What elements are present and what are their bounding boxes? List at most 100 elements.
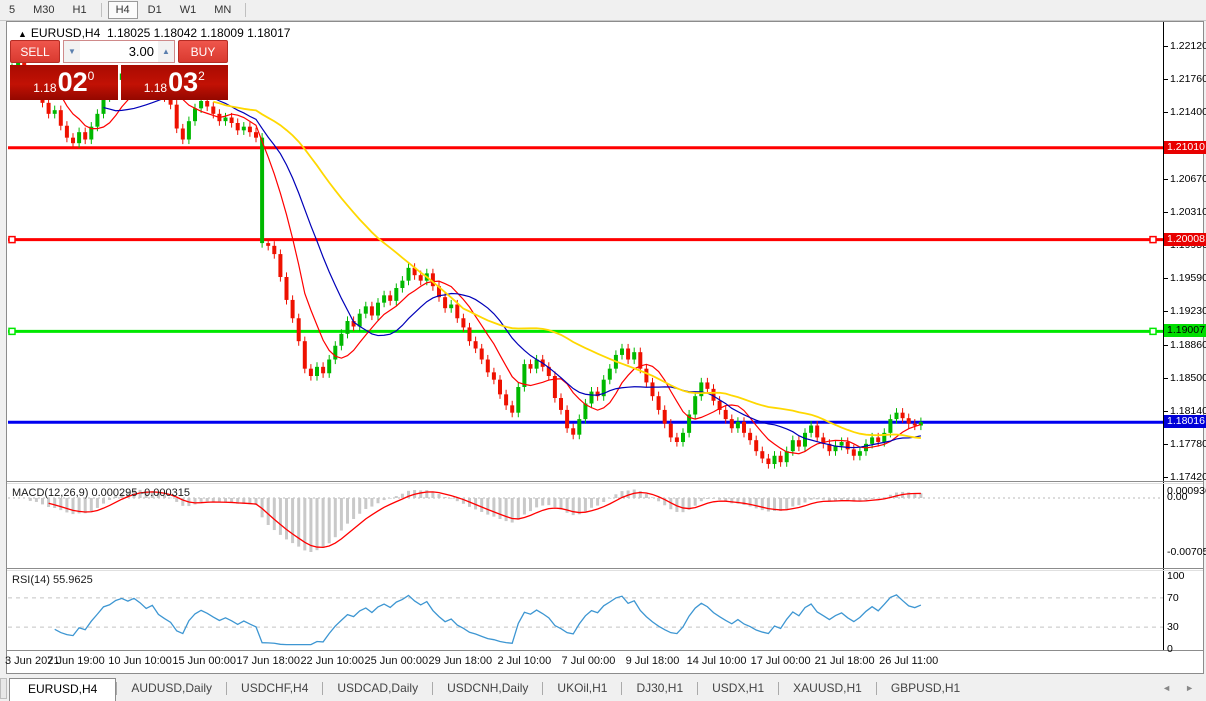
rsi-scale-label: 100 [1167,570,1185,582]
rsi-caption: RSI(14) 55.9625 [12,574,93,586]
buy-button[interactable]: BUY [178,40,228,63]
tab-separator [875,682,877,695]
time-axis-label: 7 Jun 19:00 [47,655,105,667]
chart-title: ▲ EURUSD,H4 1.18025 1.18042 1.18009 1.180… [18,26,290,40]
price-tick-label: 1.19590 [1170,271,1206,284]
time-axis-label: 3 Jun 2021 [5,655,60,667]
buy-price-small: 1.18 [143,81,168,95]
timeframe-button-m30[interactable]: M30 [33,4,55,16]
rsi-value: 55.9625 [52,574,93,586]
sell-button[interactable]: SELL [10,40,60,63]
time-axis-label: 15 Jun 00:00 [172,655,236,667]
timeframe-button-h4[interactable]: H4 [107,1,138,19]
tab-scroll-left-icon[interactable]: ◄ [1162,683,1172,693]
chart-tab-ukoil[interactable]: UKOil,H1 [557,681,608,695]
tab-separator [621,682,623,695]
tabbar-gripper[interactable] [0,678,7,699]
price-level-badge: 1.19007 [1164,324,1206,338]
macd-caption: MACD(12,26,9) 0.000295 -0.000315 [12,487,190,499]
price-tick-label: 1.17420 [1170,470,1206,483]
sell-price-quote[interactable]: 1.18 02 0 [10,65,118,100]
time-axis-label: 21 Jul 18:00 [814,655,875,667]
chart-tab-usdcnh[interactable]: USDCNH,Daily [447,681,529,695]
rsi-scale-label: 70 [1167,592,1179,604]
tab-separator [226,682,228,695]
time-axis-label: 2 Jul 10:00 [497,655,552,667]
chart-tab-xauusd[interactable]: XAUUSD,H1 [793,681,862,695]
price-tick-mark [1163,476,1168,478]
macd-scale-label: -0.00705 [1167,546,1206,558]
price-tick-mark [1163,46,1168,47]
timeframe-button-mn[interactable]: MN [214,4,232,16]
volume-increase-button[interactable]: ▲ [158,41,174,62]
chart-title-triangle-icon: ▲ [18,29,27,39]
buy-price-big: 03 [168,67,199,97]
chart-window [6,21,1204,674]
sell-price-big: 02 [57,67,88,97]
macd-scale-label: 0.00 [1167,491,1188,503]
tab-scroll-right-icon[interactable]: ► [1185,683,1194,693]
timeframe-button-d1[interactable]: D1 [147,4,162,16]
tab-separator [116,682,118,695]
timeframe-toolbar: 5 M30 H1 H4 D1 W1 MN [0,0,1206,21]
timeframe-button-h1[interactable]: H1 [72,4,87,16]
chart-tab-gbpusd[interactable]: GBPUSD,H1 [890,681,961,695]
price-axis-line [1163,22,1164,650]
price-tick-mark [1163,178,1168,180]
volume-decrease-button[interactable]: ▼ [64,41,80,62]
sell-price-small: 1.18 [33,81,57,95]
price-tick-label: 1.19230 [1170,304,1206,317]
timeframe-button-5[interactable]: 5 [9,4,16,16]
one-click-trade-panel: SELL ▼ ▲ BUY 1.18 02 0 1.18 03 2 [10,40,228,100]
time-axis-label: 7 Jul 00:00 [561,655,616,667]
macd-rsi-separator-light [7,570,1203,571]
chart-tab-eurusd[interactable]: EURUSD,H4 [9,678,117,701]
chart-tab-usdchf[interactable]: USDCHF,H4 [241,681,309,695]
price-tick-label: 1.17780 [1170,437,1206,450]
time-axis-label: 9 Jul 18:00 [625,655,680,667]
price-tick-label: 1.21400 [1170,106,1206,118]
time-axis-label: 17 Jul 00:00 [750,655,811,667]
tab-separator [697,682,699,695]
price-tick-mark [1163,112,1168,113]
price-level-badge: 1.21010 [1164,140,1206,154]
price-tick-mark [1163,377,1168,379]
time-axis-label: 25 Jun 00:00 [364,655,429,667]
price-tick-mark [1163,410,1168,412]
tab-separator [542,682,544,695]
time-axis-label: 29 Jun 18:00 [428,655,493,667]
time-axis-label: 14 Jul 10:00 [686,655,747,667]
tabs-holder: EURUSD,H4 AUDUSD,Daily USDCHF,H4 USDCAD,Dai… [9,678,974,701]
price-tick-mark [1163,277,1168,279]
macd-rsi-separator[interactable] [7,568,1203,569]
macd-scale-label: 0.000936 [1167,485,1206,497]
sell-price-sup: 0 [87,69,95,83]
buy-price-quote[interactable]: 1.18 03 2 [120,65,228,100]
main-macd-separator-light [7,483,1203,484]
toolbar-separator [245,3,247,17]
price-tick-label: 1.20670 [1170,172,1206,185]
price-tick-mark [1163,310,1168,312]
volume-cluster: ▼ ▲ [63,40,175,63]
chart-tab-dj30[interactable]: DJ30,H1 [636,681,684,695]
chart-tab-usdx[interactable]: USDX,H1 [712,681,765,695]
price-level-badge: 1.18016 [1164,415,1206,429]
chart-tab-audusd[interactable]: AUDUSD,Daily [131,681,213,695]
price-tick-label: 1.18140 [1170,404,1206,417]
price-tick-mark [1163,344,1168,346]
price-tick-mark [1163,443,1168,445]
chart-tab-usdcad[interactable]: USDCAD,Daily [337,681,419,695]
main-macd-separator[interactable] [7,481,1203,482]
volume-input[interactable] [80,41,158,62]
timeframe-button-w1[interactable]: W1 [179,4,197,16]
chart-tab-bar: EURUSD,H4 AUDUSD,Daily USDCHF,H4 USDCAD,Dai… [0,678,1206,701]
chart-symbol: EURUSD,H4 [30,26,101,40]
price-tick-label: 1.21760 [1170,73,1206,85]
price-tick-mark [1163,211,1168,213]
price-tick-mark [1163,79,1168,80]
tab-separator [778,682,780,695]
tab-separator [322,682,324,695]
macd-values: 0.000295 -0.000315 [91,487,190,499]
price-tick-label: 1.22120 [1170,40,1206,52]
